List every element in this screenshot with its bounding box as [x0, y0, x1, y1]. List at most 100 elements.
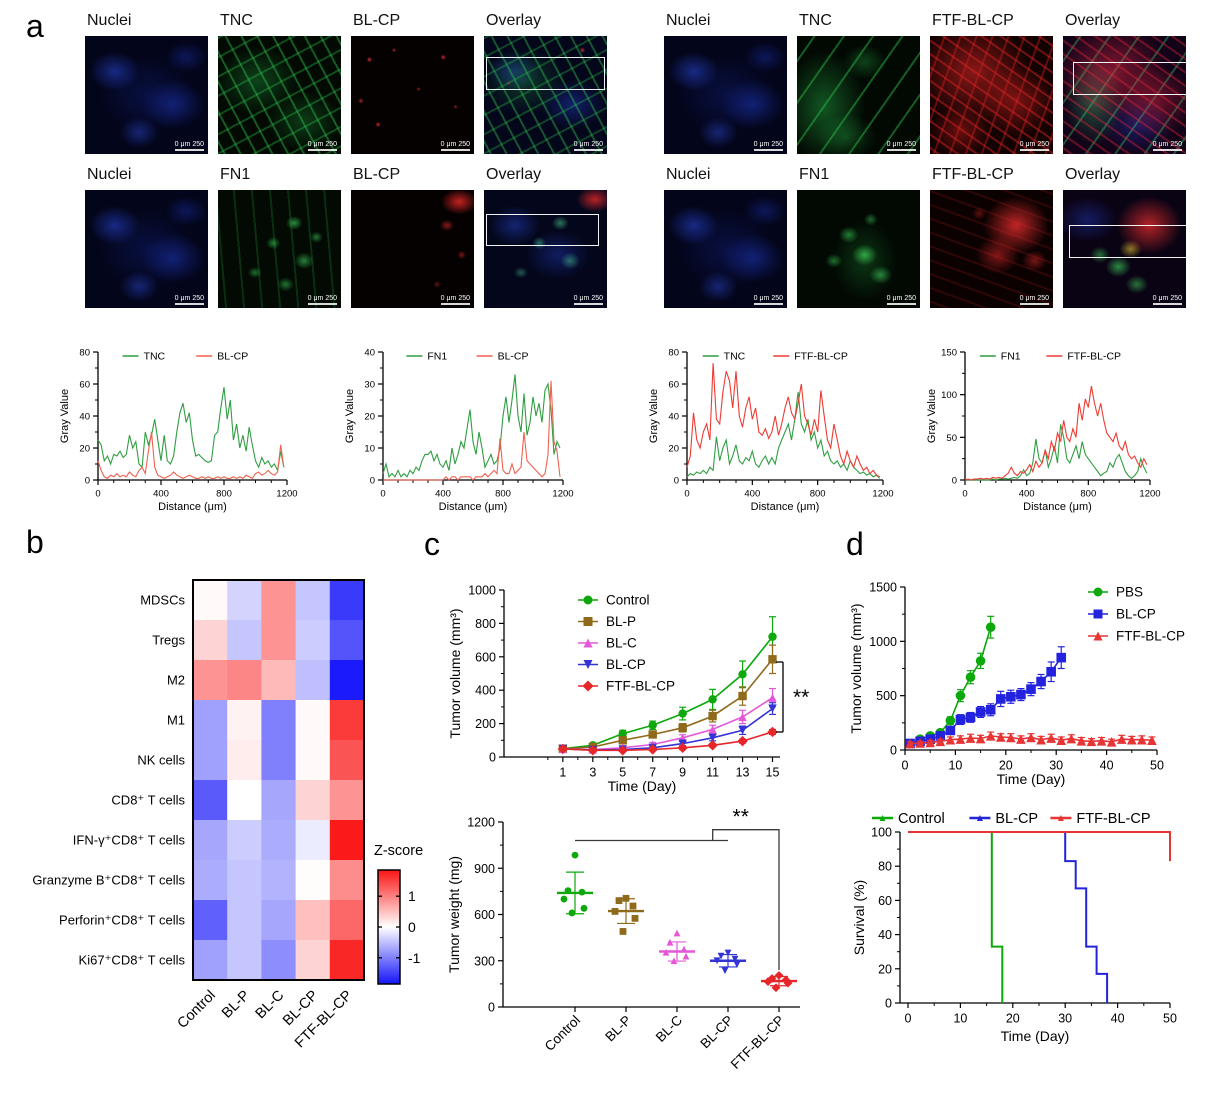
- svg-text:1000: 1000: [468, 584, 496, 598]
- svg-text:Z-score: Z-score: [374, 843, 423, 859]
- micrograph-overlay: 0 μm 250: [1063, 190, 1186, 308]
- series-FTF-BL-CP: [905, 731, 1157, 749]
- svg-text:60: 60: [668, 379, 679, 390]
- svg-text:1: 1: [559, 766, 566, 780]
- svg-text:1: 1: [408, 888, 416, 904]
- scale-bar: 0 μm 250: [886, 295, 916, 305]
- svg-text:1200: 1200: [872, 489, 893, 500]
- axes: [899, 832, 1170, 1004]
- svg-text:800: 800: [216, 489, 232, 500]
- scale-bar: 0 μm 250: [1152, 141, 1182, 151]
- svg-text:M2: M2: [167, 673, 185, 688]
- svg-text:CD8⁺ T cells: CD8⁺ T cells: [111, 793, 185, 808]
- svg-text:Ki67⁺CD8⁺ T cells: Ki67⁺CD8⁺ T cells: [79, 953, 186, 968]
- svg-text:80: 80: [668, 347, 679, 358]
- svg-text:Time (Day): Time (Day): [997, 771, 1066, 787]
- micrograph-label: FTF-BL-CP: [932, 166, 1014, 183]
- svg-text:TNC: TNC: [724, 351, 746, 363]
- svg-text:BL-P: BL-P: [602, 1013, 634, 1045]
- svg-text:20: 20: [364, 411, 375, 422]
- micrograph-label: TNC: [799, 12, 832, 29]
- svg-text:800: 800: [1080, 489, 1096, 500]
- tumor-weight-scatter: 0 300 600 900 1200 Tumor weight (mg) Control BL…: [446, 806, 800, 1072]
- micrograph-tnc: 0 μm 250: [218, 36, 341, 154]
- survival-chart: 0 20 40 60 80 100 0 10 20 30 40 50 Time (Day) Surviva…: [851, 811, 1177, 1044]
- svg-text:0: 0: [684, 489, 689, 500]
- svg-text:Time (Day): Time (Day): [608, 778, 677, 794]
- svg-text:0: 0: [885, 997, 892, 1011]
- svg-text:FTF-BL-CP: FTF-BL-CP: [794, 351, 848, 363]
- svg-text:40: 40: [364, 347, 375, 358]
- micrograph-group-blcp: Nuclei 0 μm 250 TNC 0 μm 250 BL-CP 0 μm …: [85, 12, 607, 308]
- svg-text:FTF-BL-CP: FTF-BL-CP: [1067, 351, 1121, 363]
- svg-text:400: 400: [744, 489, 760, 500]
- svg-text:60: 60: [79, 379, 90, 390]
- svg-text:300: 300: [474, 954, 495, 968]
- svg-text:Gray Value: Gray Value: [926, 389, 938, 443]
- series-FTF-BL-CP: [964, 386, 1148, 481]
- svg-text:800: 800: [475, 617, 496, 631]
- micrograph-label: BL-CP: [353, 166, 401, 183]
- svg-text:BL-CP: BL-CP: [217, 351, 248, 363]
- roi-box: [1069, 225, 1186, 259]
- svg-text:0: 0: [489, 751, 496, 765]
- series-Control: [908, 831, 1004, 1003]
- micrograph-overlay: 0 μm 250: [484, 190, 607, 308]
- scale-bar: 0 μm 250: [1019, 141, 1049, 151]
- svg-text:40: 40: [668, 411, 679, 422]
- svg-text:Control: Control: [606, 593, 650, 608]
- svg-text:20: 20: [1006, 1012, 1020, 1026]
- scale-bar: 0 μm 250: [1019, 295, 1049, 305]
- tumor-volume-chart-d: 0 500 1000 1500 0 10 20 30 40 50 Time (Day) Tumor v…: [848, 581, 1185, 788]
- svg-text:0: 0: [902, 759, 909, 773]
- svg-text:600: 600: [475, 650, 496, 664]
- svg-text:BL-CP: BL-CP: [995, 811, 1038, 827]
- series-BL-CP: [383, 380, 561, 481]
- svg-text:BL-CP: BL-CP: [498, 351, 529, 363]
- svg-text:80: 80: [79, 347, 90, 358]
- micrograph-fn1: 0 μm 250: [218, 190, 341, 308]
- svg-text:Survival (%): Survival (%): [851, 880, 867, 955]
- svg-text:IFN-γ⁺CD8⁺ T cells: IFN-γ⁺CD8⁺ T cells: [73, 833, 186, 848]
- scale-bar: 0 μm 250: [573, 141, 603, 151]
- svg-text:0: 0: [962, 489, 967, 500]
- svg-text:Distance (μm): Distance (μm): [439, 501, 508, 513]
- svg-text:BL-C: BL-C: [653, 1012, 686, 1045]
- immune-cell-heatmap: MDSCs Tregs M2 M1 NK cells CD8⁺ T cells IFN-γ⁺…: [32, 579, 423, 1051]
- svg-text:M1: M1: [167, 713, 185, 728]
- svg-text:Distance (μm): Distance (μm): [1023, 501, 1092, 513]
- series-TNC: [686, 391, 881, 479]
- micrograph-label: FTF-BL-CP: [932, 12, 1014, 29]
- micrograph-blcp: 0 μm 250: [351, 36, 474, 154]
- svg-text:Gray Value: Gray Value: [59, 389, 71, 443]
- svg-text:15: 15: [766, 766, 780, 780]
- svg-text:Tumor volume (mm³): Tumor volume (mm³): [848, 603, 864, 733]
- svg-text:150: 150: [941, 347, 957, 358]
- micrograph-label: Overlay: [486, 12, 542, 29]
- micrograph-overlay: 0 μm 250: [1063, 36, 1186, 154]
- micrograph-group-ftfblcp: Nuclei 0 μm 250 TNC 0 μm 250 FTF-BL-CP 0…: [664, 12, 1186, 308]
- svg-text:20: 20: [79, 443, 90, 454]
- svg-text:-1: -1: [408, 950, 421, 966]
- series-FN1: [382, 374, 561, 478]
- svg-text:Control: Control: [898, 811, 945, 827]
- scale-bar: 0 μm 250: [886, 141, 916, 151]
- scale-bar: 0 μm 250: [307, 141, 337, 151]
- svg-text:20: 20: [668, 443, 679, 454]
- scale-bar: 0 μm 250: [307, 295, 337, 305]
- svg-text:BL-CP: BL-CP: [1116, 607, 1156, 622]
- svg-text:40: 40: [1111, 1012, 1125, 1026]
- series-BL-CP: [908, 831, 1109, 1003]
- svg-text:Gray Value: Gray Value: [344, 389, 356, 443]
- svg-text:50: 50: [1150, 759, 1164, 773]
- micrograph-fn1: 0 μm 250: [797, 190, 920, 308]
- micrograph-label: FN1: [799, 166, 830, 183]
- svg-text:0: 0: [488, 1001, 495, 1015]
- svg-text:30: 30: [1049, 759, 1063, 773]
- svg-text:40: 40: [1100, 759, 1114, 773]
- svg-text:NK cells: NK cells: [137, 753, 185, 768]
- svg-text:10: 10: [953, 1012, 967, 1026]
- svg-text:TNC: TNC: [144, 351, 166, 363]
